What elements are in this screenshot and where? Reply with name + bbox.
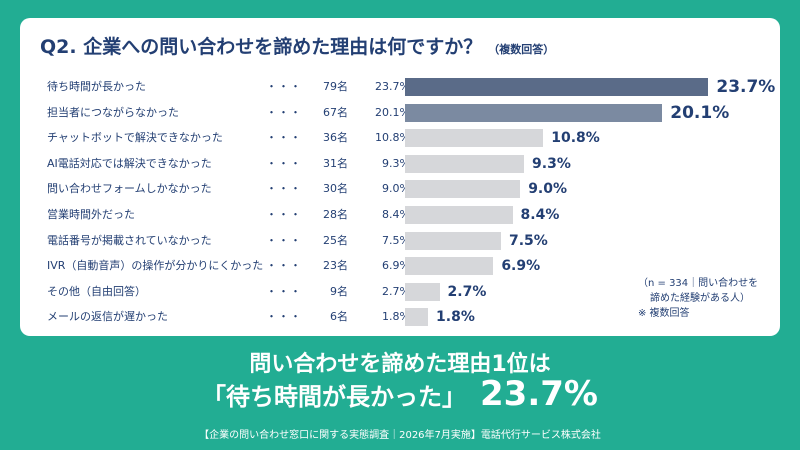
leader-dots: ・・・ [266, 208, 302, 221]
category-label: 営業時間外だった [47, 208, 135, 221]
percent-label: 2.7% [382, 284, 410, 298]
count-label: 67名 [323, 105, 348, 119]
percent-label: 6.9% [382, 259, 410, 273]
bar-value-label: 6.9% [501, 258, 541, 275]
sample-note-line-1: （n = 334｜問い合わせを [638, 278, 759, 289]
leader-dots: ・・・ [266, 259, 302, 273]
footer-source: 【企業の問い合わせ窓口に関する実態調査｜2026年7月実施】電話代行サービス株式… [199, 430, 601, 441]
bar [405, 231, 501, 250]
category-label: IVR（自動音声）の操作が分かりにくかった [47, 259, 264, 273]
category-label: その他（自由回答） [47, 284, 146, 298]
chart-title-row: Q2. 企業への問い合わせを諦めた理由は何ですか？ （複数回答） [40, 32, 554, 62]
bar-value-label: 7.5% [509, 232, 548, 249]
leader-dots: ・・・ [266, 310, 302, 324]
percent-label: 9.0% [382, 182, 410, 196]
bar-value-label: 9.0% [528, 181, 568, 198]
sample-note: （n = 334｜問い合わせを 諦めた経験がある人） ※ 複数回答 [638, 276, 758, 321]
leader-dots: ・・・ [266, 80, 302, 93]
headline-quote: 「待ち時間が長かった」 [202, 383, 467, 411]
bar-value-label: 8.4% [520, 207, 560, 223]
count-label: 6名 [330, 310, 348, 324]
bar [405, 206, 513, 224]
headline-value: 23.7% [480, 374, 598, 414]
leader-dots: ・・・ [266, 156, 302, 170]
bar [405, 180, 521, 199]
percent-label: 1.8% [382, 310, 410, 324]
chart-title-note: （複数回答） [488, 43, 555, 56]
bar-value-label: 20.1% [670, 102, 730, 123]
percent-label: 7.5% [382, 233, 410, 247]
category-label: チャットボットで解決できなかった [47, 131, 223, 145]
percent-label: 10.8% [375, 131, 410, 145]
bar [405, 154, 525, 173]
chart-card: Q2. 企業への問い合わせを諦めた理由は何ですか？ （複数回答） 待ち時間が長か… [20, 18, 780, 336]
headline-line-2: 「待ち時間が長かった」 23.7% [0, 374, 800, 414]
percent-label: 23.7% [375, 80, 410, 93]
percent-label: 8.4% [382, 208, 410, 221]
bar [405, 282, 440, 301]
bar-value-label: 9.3% [532, 155, 571, 172]
leader-dots: ・・・ [266, 284, 302, 298]
bar-value-label: 23.7% [716, 77, 776, 97]
count-label: 28名 [323, 208, 348, 221]
percent-label: 20.1% [375, 105, 410, 119]
count-label: 30名 [323, 182, 348, 196]
count-label: 9名 [330, 284, 348, 298]
bar [405, 103, 663, 122]
bar [405, 78, 709, 96]
sample-note-line-2: 諦めた経験がある人） [650, 293, 750, 304]
category-label: 待ち時間が長かった [47, 80, 146, 93]
bar-value-label: 2.7% [447, 283, 487, 300]
bar [405, 257, 494, 276]
category-label: メールの返信が遅かった [47, 310, 168, 324]
leader-dots: ・・・ [266, 233, 302, 247]
count-label: 31名 [323, 156, 348, 170]
category-label: AI電話対応では解決できなかった [47, 156, 212, 170]
percent-label: 9.3% [382, 156, 410, 170]
leader-dots: ・・・ [266, 105, 302, 119]
count-label: 79名 [323, 80, 348, 93]
bar-chart: 待ち時間が長かった ・・・ 79名 23.7% 23.7% 担当者につながらなかった ・・・… [20, 18, 780, 336]
bar-value-label: 10.8% [551, 130, 600, 147]
category-label: 電話番号が掲載されていなかった [47, 233, 212, 247]
sample-note-line-3: ※ 複数回答 [638, 308, 690, 319]
bar-value-label: 1.8% [436, 309, 475, 326]
count-label: 23名 [323, 259, 348, 273]
chart-title: Q2. 企業への問い合わせを諦めた理由は何ですか？ [40, 36, 483, 58]
leader-dots: ・・・ [266, 131, 302, 145]
bar [405, 129, 544, 148]
bar [405, 308, 429, 327]
category-label: 問い合わせフォームしかなかった [47, 182, 212, 196]
category-label: 担当者につながらなかった [47, 105, 179, 119]
count-label: 25名 [323, 233, 348, 247]
count-label: 36名 [323, 131, 348, 145]
headline-line-1: 問い合わせを諦めた理由1位は [249, 352, 551, 377]
leader-dots: ・・・ [266, 182, 302, 196]
